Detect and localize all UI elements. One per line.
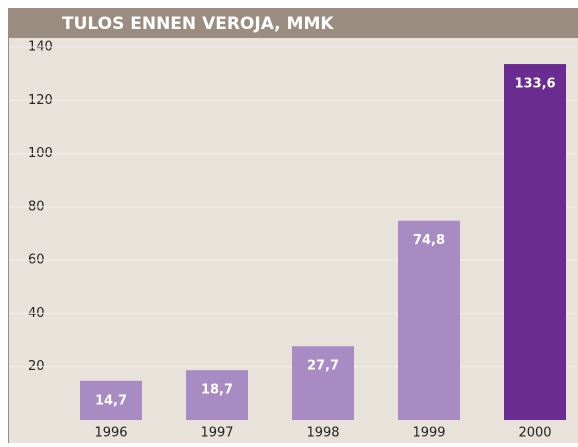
x-tick-label: 1996 xyxy=(94,426,127,441)
data-label: 18,7 xyxy=(201,383,233,398)
x-tick-label: 1997 xyxy=(200,426,233,441)
x-tick-label: 2000 xyxy=(518,426,551,441)
data-label: 14,7 xyxy=(95,393,127,408)
title-bar xyxy=(8,8,578,38)
bar xyxy=(398,220,460,420)
bar xyxy=(186,370,248,420)
x-tick-label: 1998 xyxy=(306,426,339,441)
bar xyxy=(504,64,566,421)
bar xyxy=(80,380,142,420)
chart-title: TULOS ENNEN VEROJA, MMK xyxy=(62,14,334,34)
x-tick-label: 1999 xyxy=(412,426,445,441)
data-label: 133,6 xyxy=(514,77,555,92)
bar xyxy=(292,346,354,420)
data-label: 74,8 xyxy=(413,233,445,248)
data-label: 27,7 xyxy=(307,359,339,374)
